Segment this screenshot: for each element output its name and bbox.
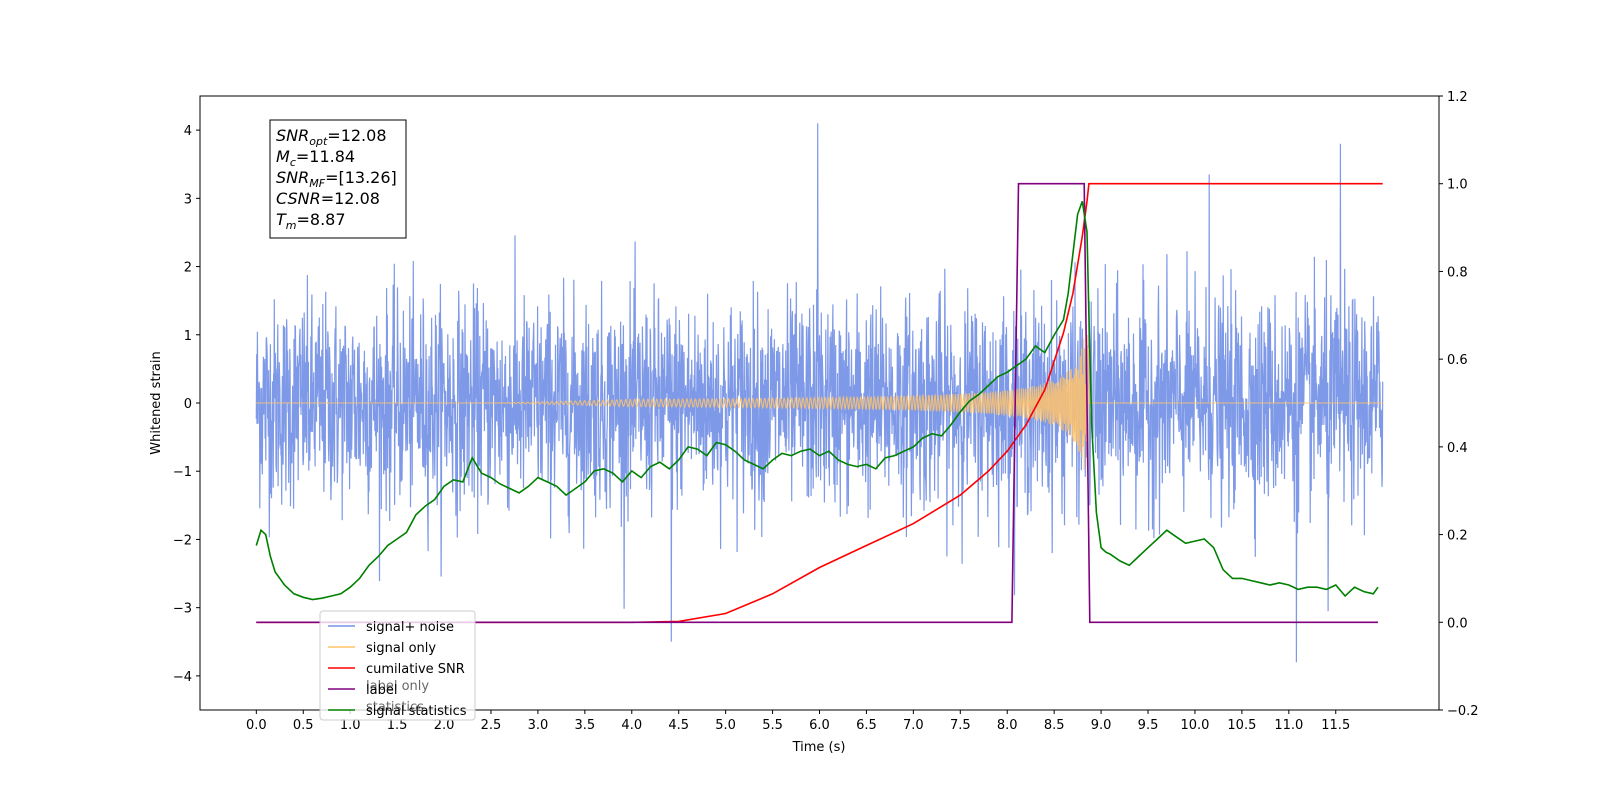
annotation-symbol: T [276,210,287,229]
x-tick-label: 2.0 [434,718,455,733]
annotation-subscript: c [290,156,296,169]
x-tick-label: 6.5 [856,718,877,733]
legend-frame [319,610,476,721]
y2-tick-label: 1.0 [1447,178,1468,193]
line-path [256,182,1383,624]
x-tick-label: 11.0 [1274,718,1303,733]
annotation-subscript: m [286,219,297,232]
line-path [255,201,1379,601]
y-axis-left: 4 3 2 1 0 −1 −2 −3 −4 [173,124,200,685]
x-tick-label: 11.5 [1321,718,1350,733]
y-tick-label: 0 [184,397,192,412]
y2-tick-label: 1.2 [1447,90,1468,105]
y2-tick-label: 0.8 [1447,265,1468,280]
y2-tick-label: 0.4 [1447,441,1468,456]
annotation-box: SNRopt=12.08Mc=11.84SNRMF=[13.26]CSNR=12… [269,119,407,239]
legend: label only statistics signal+ noise signal … [319,610,476,721]
x-tick-label: 4.5 [668,718,689,733]
annotation-line: Tm=8.87 [276,210,346,232]
x-tick-label: 8.0 [997,718,1018,733]
legend-label: label [366,683,397,698]
annotation-frame [269,119,407,239]
x-axis-label: Time (s) [792,740,846,755]
x-tick-label: 3.5 [574,718,595,733]
y-axis-label: Whitened strain [149,351,164,454]
x-tick-label: 10.0 [1180,718,1209,733]
x-tick-label: 5.0 [715,718,736,733]
signal-line [256,334,1383,470]
legend-label: cumilative SNR [366,662,465,677]
annotation-value: =[13.26] [325,168,397,187]
annotation-line: Mc=11.84 [276,147,355,169]
x-tick-label: 7.5 [950,718,971,733]
legend-hidden-label: label only [366,679,429,694]
y2-tick-label: 0.0 [1447,616,1468,631]
y-tick-label: −2 [173,533,192,548]
annotation-value: =12.08 [327,126,386,145]
annotation-subscript: opt [309,135,328,148]
plot-series [255,123,1384,663]
y-tick-label: 1 [184,329,192,344]
y-tick-label: −4 [173,670,192,685]
annotation-subscript: MF [309,177,325,190]
y2-tick-label: 0.2 [1447,529,1468,544]
series-signal-statistics [255,201,1379,601]
y2-tick-label: 0.6 [1447,353,1468,368]
annotation-value: =8.87 [297,210,346,229]
y-tick-label: 4 [184,124,192,139]
annotation-value: =12.08 [321,189,380,208]
annotation-symbol: CSNR [276,189,321,208]
x-tick-label: 0.0 [246,718,267,733]
annotation-symbol: SNR [276,126,309,145]
annotation-symbol: M [276,147,290,166]
series-signal-only [256,334,1383,470]
x-tick-label: 0.5 [293,718,314,733]
x-tick-label: 9.5 [1138,718,1159,733]
noise-line [255,123,1384,663]
x-tick-label: 8.5 [1044,718,1065,733]
x-tick-label: 6.0 [809,718,830,733]
series-label [256,182,1378,624]
y-tick-label: −1 [173,465,192,480]
x-tick-label: 4.0 [621,718,642,733]
series-cumilative-snr [256,182,1383,624]
line-path [256,182,1378,624]
series-signal-noise [255,123,1384,663]
x-tick-label: 5.5 [762,718,783,733]
annotation-line: CSNR=12.08 [276,189,380,208]
legend-label: signal+ noise [366,620,454,635]
x-tick-label: 10.5 [1227,718,1256,733]
annotation-line: SNRMF=[13.26] [276,168,397,190]
y-tick-label: 3 [184,192,192,207]
x-tick-label: 1.5 [387,718,408,733]
x-axis: 0.0 0.5 1.0 1.5 2.0 2.5 3.0 3.5 4.0 4.5 5.0 5.5 6.0 6… [246,710,1350,733]
legend-label: signal statistics [366,704,467,719]
annotation-value: =11.84 [296,147,355,166]
annotation-line: SNRopt=12.08 [276,126,387,148]
annotation-symbol: SNR [276,168,309,187]
y-tick-label: −3 [173,602,192,617]
x-tick-label: 3.0 [528,718,549,733]
legend-hidden-label: statistics [366,700,424,715]
y-axis-right: 1.2 1.0 0.8 0.6 0.4 0.2 0.0 −0.2 [1439,90,1479,719]
x-tick-label: 7.0 [903,718,924,733]
x-tick-label: 2.5 [481,718,502,733]
y-tick-label: 2 [184,261,192,276]
legend-label: signal only [366,641,436,656]
x-tick-label: 1.0 [340,718,361,733]
x-tick-label: 9.0 [1091,718,1112,733]
y2-tick-label: −0.2 [1447,704,1479,719]
